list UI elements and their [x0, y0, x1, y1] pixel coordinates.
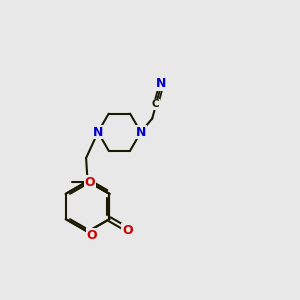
Text: O: O — [85, 176, 95, 189]
Text: N: N — [93, 126, 103, 139]
Text: N: N — [155, 77, 166, 91]
Text: O: O — [122, 224, 133, 237]
Text: C: C — [152, 99, 159, 109]
Text: O: O — [87, 229, 98, 242]
Text: N: N — [136, 126, 146, 139]
